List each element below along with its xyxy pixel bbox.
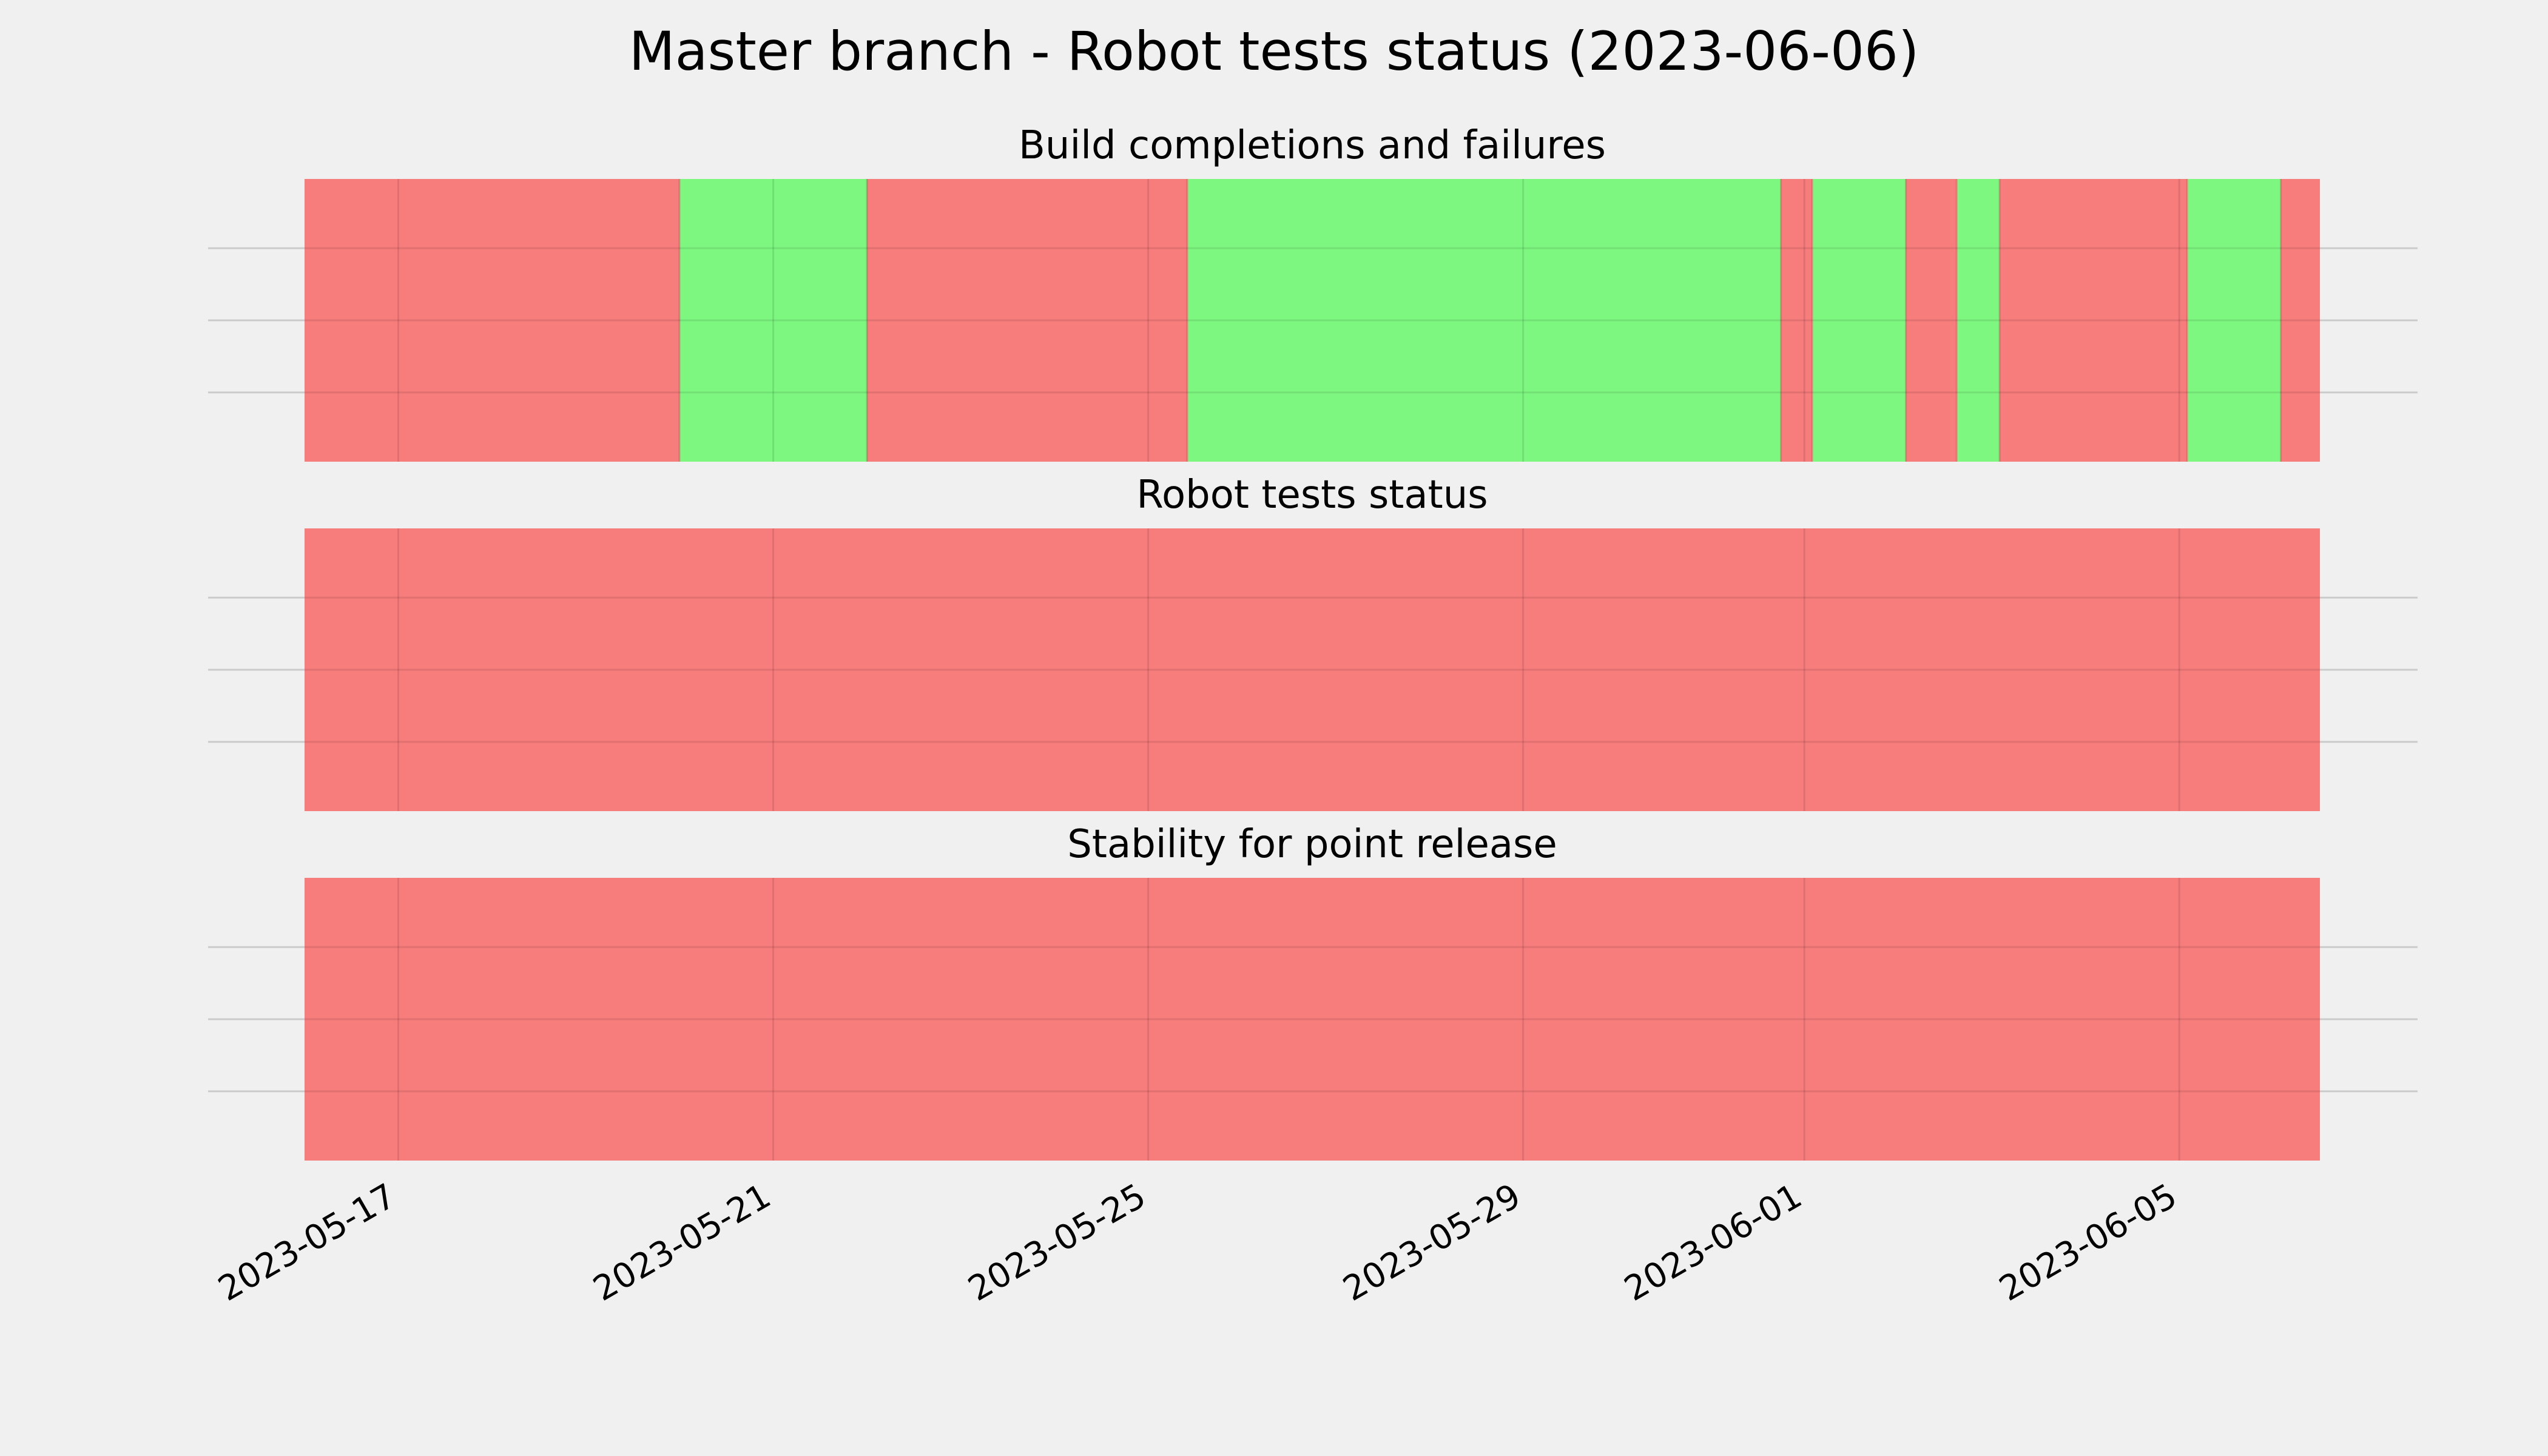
status-segment-fail xyxy=(1906,179,1957,462)
panel-1: Build completions and failures xyxy=(208,123,2418,462)
status-segment-pass xyxy=(1187,179,1781,462)
status-segment-fail xyxy=(2280,179,2320,462)
status-segment-fail xyxy=(305,528,2320,811)
status-segment-pass xyxy=(1812,179,1906,462)
chart-title: Master branch - Robot tests status (2023… xyxy=(629,20,1919,83)
status-segment-fail xyxy=(305,878,2320,1161)
status-segment-pass xyxy=(1956,179,2000,462)
status-segment-fail xyxy=(1781,179,1813,462)
status-segment-pass xyxy=(2187,179,2281,462)
panel-title: Robot tests status xyxy=(1136,473,1488,517)
panel-2: Robot tests status xyxy=(208,473,2418,811)
panels: Build completions and failures Robot test… xyxy=(208,123,2418,1161)
status-segment-fail xyxy=(305,179,680,462)
status-segment-fail xyxy=(2000,179,2188,462)
panel-3: Stability for point release xyxy=(208,822,2418,1161)
status-segment-pass xyxy=(679,179,868,462)
panel-title: Stability for point release xyxy=(1067,822,1557,867)
panel-title: Build completions and failures xyxy=(1019,123,1606,168)
status-segment-fail xyxy=(867,179,1187,462)
